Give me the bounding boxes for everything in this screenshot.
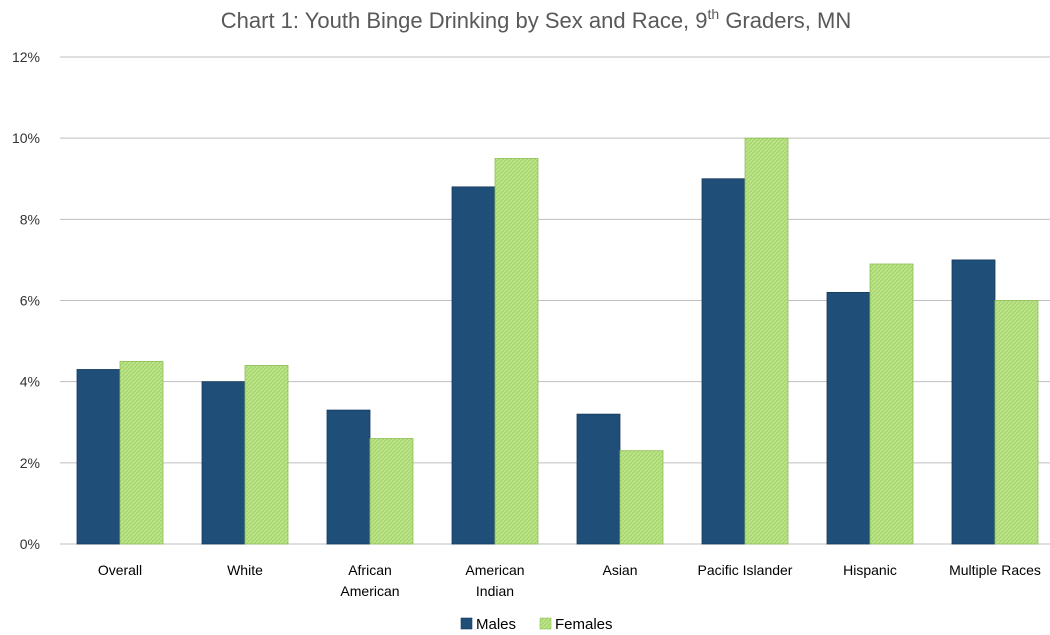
y-tick-label: 10% (12, 130, 40, 146)
x-category-label: Indian (476, 583, 514, 599)
y-tick-label: 12% (12, 49, 40, 65)
legend-swatch-females (539, 617, 552, 630)
chart-title-main: Chart 1: Youth Binge Drinking by Sex and… (221, 8, 708, 33)
x-category-label: Multiple Races (949, 562, 1041, 578)
bar-males-6 (826, 291, 871, 545)
chart-title-tail: Graders, MN (719, 8, 851, 33)
x-category-label: Overall (98, 562, 142, 578)
bars (76, 137, 1039, 545)
bar-males-0 (76, 369, 121, 545)
bar-males-4 (576, 413, 621, 545)
bar-females-4 (619, 450, 664, 545)
bar-females-5 (744, 137, 789, 545)
chart-title-superscript: th (708, 6, 720, 22)
y-axis-ticks: 0% 2% 4% 6% 8% 10% 12% (12, 49, 40, 552)
x-category-label: African (348, 562, 392, 578)
x-category-label: White (227, 562, 263, 578)
x-category-label: American (465, 562, 524, 578)
x-axis-categories: Overall White African American American India… (98, 562, 1041, 599)
bar-males-7 (951, 259, 996, 545)
y-tick-label: 6% (20, 293, 40, 309)
bar-males-1 (201, 381, 246, 545)
bar-males-3 (451, 186, 496, 545)
bar-females-3 (494, 158, 539, 545)
legend-label-females: Females (555, 616, 613, 633)
legend: Males Females (460, 616, 613, 633)
bar-females-0 (119, 360, 164, 545)
y-tick-label: 4% (20, 374, 40, 390)
bar-females-7 (994, 300, 1039, 545)
y-tick-label: 0% (20, 536, 40, 552)
bar-males-5 (701, 178, 746, 545)
y-tick-label: 2% (20, 455, 40, 471)
x-category-label: Hispanic (843, 562, 897, 578)
bar-females-6 (869, 263, 914, 545)
x-category-label: American (340, 583, 399, 599)
y-tick-label: 8% (20, 211, 40, 227)
bar-females-2 (369, 438, 414, 545)
chart-title: Chart 1: Youth Binge Drinking by Sex and… (221, 6, 851, 33)
legend-swatch-males (460, 617, 473, 630)
x-category-label: Asian (602, 562, 637, 578)
bar-females-1 (244, 365, 289, 545)
bar-males-2 (326, 409, 371, 545)
x-category-label: Pacific Islander (698, 562, 793, 578)
legend-label-males: Males (476, 616, 516, 633)
